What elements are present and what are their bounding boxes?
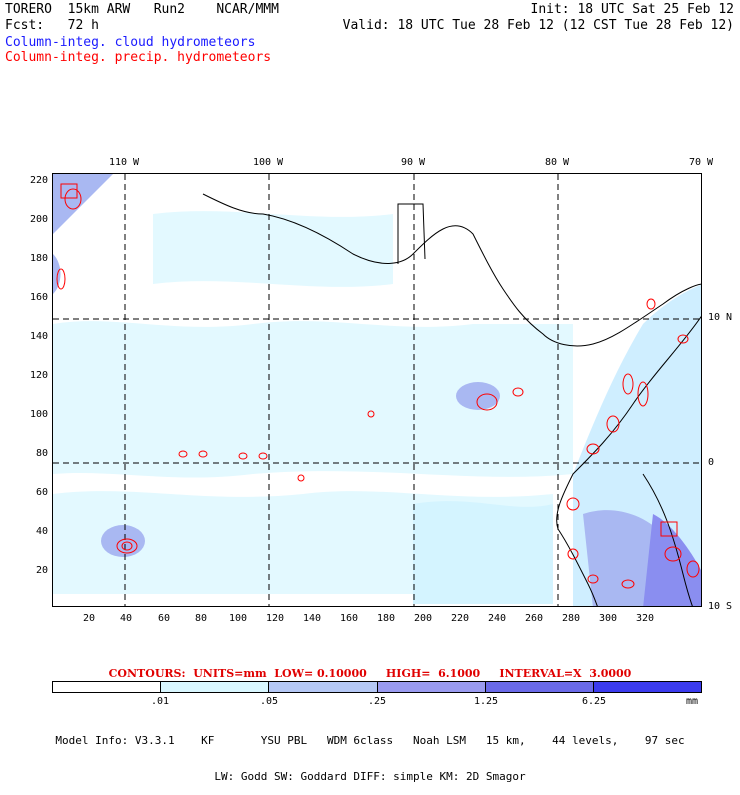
y-tick: 80 bbox=[35, 448, 48, 459]
y-tick: 60 bbox=[35, 487, 48, 498]
cloud-field bbox=[53, 174, 701, 606]
grid-lines bbox=[53, 174, 701, 606]
y-tick: 220 bbox=[29, 175, 48, 186]
precip-contours bbox=[56, 183, 700, 589]
init-time: Init: 18 UTC Sat 25 Feb 12 bbox=[530, 2, 735, 17]
lat-label: 10 S bbox=[708, 601, 733, 612]
model-info-line1: Model Info: V3.3.1 KF YSU PBL WDM 6class… bbox=[55, 734, 685, 747]
lon-label: 70 W bbox=[688, 157, 714, 168]
colorbar bbox=[52, 681, 702, 693]
lat-label: 0 bbox=[708, 457, 715, 468]
colorbar-swatch bbox=[269, 682, 378, 692]
colorbar-label: 6.25 bbox=[581, 696, 607, 707]
x-tick: 300 bbox=[598, 613, 618, 624]
colorbar-label: 1.25 bbox=[473, 696, 499, 707]
x-tick: 140 bbox=[302, 613, 322, 624]
colorbar-unit: mm bbox=[685, 696, 699, 707]
y-tick: 160 bbox=[29, 292, 48, 303]
lon-label: 110 W bbox=[108, 157, 140, 168]
y-tick: 180 bbox=[29, 253, 48, 264]
forecast-hour: Fcst: 72 h bbox=[5, 18, 99, 33]
contour-info: CONTOURS: UNITS=mm LOW= 0.10000 HIGH= 6.… bbox=[108, 667, 632, 680]
model-title: TORERO 15km ARW Run2 NCAR/MMM bbox=[5, 2, 279, 17]
map-panel bbox=[52, 173, 702, 607]
valid-time: Valid: 18 UTC Tue 28 Feb 12 (12 CST Tue … bbox=[342, 18, 734, 33]
colorbar-label: .05 bbox=[259, 696, 279, 707]
coastline bbox=[202, 193, 701, 606]
colorbar-label: .01 bbox=[150, 696, 170, 707]
x-tick: 200 bbox=[413, 613, 433, 624]
lat-label: 10 N bbox=[708, 312, 733, 323]
x-tick: 220 bbox=[450, 613, 470, 624]
y-tick: 200 bbox=[29, 214, 48, 225]
x-tick: 280 bbox=[561, 613, 581, 624]
lon-label: 80 W bbox=[544, 157, 570, 168]
map-svg bbox=[53, 174, 701, 606]
x-tick: 320 bbox=[635, 613, 655, 624]
model-info: Model Info: V3.3.1 KF YSU PBL WDM 6class… bbox=[0, 711, 740, 795]
y-tick: 40 bbox=[35, 526, 48, 537]
y-tick: 120 bbox=[29, 370, 48, 381]
x-tick: 160 bbox=[339, 613, 359, 624]
x-tick: 60 bbox=[157, 613, 171, 624]
x-tick: 240 bbox=[487, 613, 507, 624]
colorbar-swatch bbox=[53, 682, 162, 692]
x-tick: 180 bbox=[376, 613, 396, 624]
y-tick: 20 bbox=[35, 565, 48, 576]
colorbar-label: .25 bbox=[367, 696, 387, 707]
x-tick: 80 bbox=[194, 613, 208, 624]
legend-precip: Column-integ. precip. hydrometeors bbox=[5, 50, 272, 65]
y-tick: 140 bbox=[29, 331, 48, 342]
colorbar-swatch bbox=[161, 682, 270, 692]
x-tick: 100 bbox=[228, 613, 248, 624]
legend-cloud: Column-integ. cloud hydrometeors bbox=[5, 35, 256, 50]
x-tick: 40 bbox=[119, 613, 133, 624]
x-tick: 260 bbox=[524, 613, 544, 624]
colorbar-swatch bbox=[377, 682, 486, 692]
model-info-line2: LW: Godd SW: Goddard DIFF: simple KM: 2D… bbox=[214, 770, 526, 783]
x-tick: 120 bbox=[265, 613, 285, 624]
lon-label: 90 W bbox=[400, 157, 426, 168]
y-tick: 100 bbox=[29, 409, 48, 420]
lon-label: 100 W bbox=[252, 157, 284, 168]
x-tick: 20 bbox=[82, 613, 96, 624]
colorbar-swatch bbox=[593, 682, 702, 692]
colorbar-swatch bbox=[485, 682, 594, 692]
